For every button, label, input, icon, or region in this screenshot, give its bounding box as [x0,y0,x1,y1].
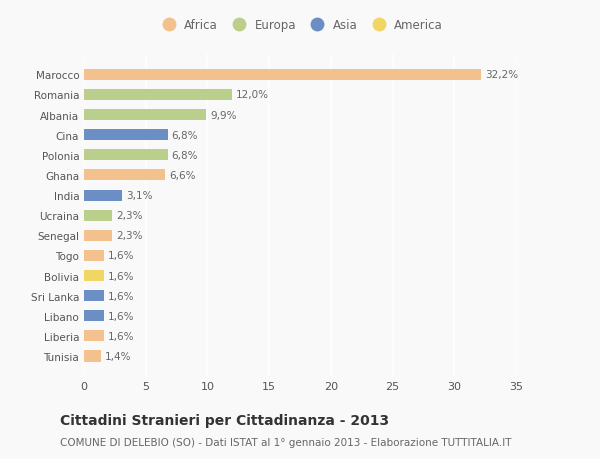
Text: Cittadini Stranieri per Cittadinanza - 2013: Cittadini Stranieri per Cittadinanza - 2… [60,414,389,428]
Text: 1,6%: 1,6% [107,311,134,321]
Bar [84,311,104,322]
Legend: Africa, Europa, Asia, America: Africa, Europa, Asia, America [157,19,443,32]
Text: 6,6%: 6,6% [169,171,196,180]
Text: 1,6%: 1,6% [107,271,134,281]
Bar [84,150,168,161]
Text: 1,6%: 1,6% [107,331,134,341]
Bar [84,210,112,221]
Bar [84,351,101,362]
Bar [84,270,104,281]
Bar [84,291,104,302]
Text: 6,8%: 6,8% [172,151,198,161]
Text: 32,2%: 32,2% [485,70,518,80]
Text: 9,9%: 9,9% [210,110,236,120]
Text: 1,6%: 1,6% [107,291,134,301]
Text: 3,1%: 3,1% [126,190,152,201]
Text: 1,4%: 1,4% [105,351,131,361]
Bar [84,250,104,262]
Text: 2,3%: 2,3% [116,231,143,241]
Bar [84,170,166,181]
Text: 12,0%: 12,0% [236,90,269,100]
Text: 1,6%: 1,6% [107,251,134,261]
Bar [84,130,168,141]
Text: COMUNE DI DELEBIO (SO) - Dati ISTAT al 1° gennaio 2013 - Elaborazione TUTTITALIA: COMUNE DI DELEBIO (SO) - Dati ISTAT al 1… [60,437,511,447]
Bar [84,90,232,101]
Text: 6,8%: 6,8% [172,130,198,140]
Bar [84,230,112,241]
Text: 2,3%: 2,3% [116,211,143,221]
Bar [84,190,122,201]
Bar [84,70,481,81]
Bar [84,330,104,341]
Bar [84,110,206,121]
